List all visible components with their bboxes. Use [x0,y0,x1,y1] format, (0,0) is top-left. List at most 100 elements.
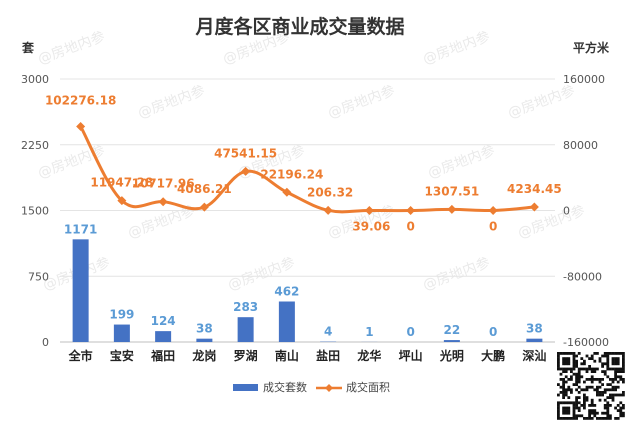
qr-module [619,370,623,373]
qr-module [588,385,591,389]
left-axis-tick-label: 2250 [21,139,49,152]
qr-module [611,378,615,381]
qr-module [575,365,578,368]
qr-module [580,357,584,360]
qr-module [564,406,568,410]
qr-module [614,359,617,363]
qr-module [559,378,563,381]
qr-module [601,378,604,381]
qr-module [616,417,620,420]
line-data-label: 4086.21 [177,182,232,196]
qr-module [603,411,607,415]
qr-module [619,411,623,415]
qr-module [619,367,623,371]
qr-module [616,357,620,360]
qr-module [590,380,594,384]
category-label: 大鹏 [481,348,505,363]
qr-module [562,411,565,415]
qr-module [577,372,581,376]
qr-module [611,367,615,371]
qr-module [572,352,576,355]
qr-module [609,378,612,381]
qr-module [572,417,576,420]
right-axis-ticks: -160000 -80000 0 80000 160000 [563,73,609,349]
qr-module [588,367,591,371]
bar [196,338,213,342]
qr-module [557,406,560,410]
qr-module [609,388,612,392]
line-marker [241,166,251,176]
bar-data-label: 462 [274,284,299,298]
category-label: 全市 [68,348,93,363]
bar [526,338,543,342]
qr-module [577,406,581,410]
qr-module [614,393,617,397]
qr-module [606,367,610,371]
line-marker [158,197,168,207]
qr-module [559,401,563,405]
qr-module [593,370,597,373]
qr-module [606,352,610,355]
qr-module [585,388,589,392]
qr-module [590,357,594,360]
qr-module [570,391,573,394]
line-data-label: 39.06 [352,219,390,233]
qr-module [564,357,568,360]
line-marker [406,206,416,215]
qr-module [572,409,576,412]
qr-module [590,378,594,381]
qr-module [614,372,617,376]
qr-module [614,388,617,392]
qr-module [575,359,578,363]
qr-module [588,411,591,415]
qr-module [559,385,563,389]
qr-module [622,365,625,368]
qr-module [588,378,591,381]
qr-module [588,357,591,360]
qr-module [616,393,620,397]
qr-module [567,352,571,355]
category-label: 深汕 [522,348,546,363]
line-marker [529,202,539,212]
line-data-label: 1307.51 [425,184,480,198]
qr-module [611,396,615,399]
qr-module [559,417,563,420]
qr-module [562,393,565,397]
qr-module [601,383,604,386]
qr-module [562,370,565,373]
qr-module [616,380,620,384]
qr-module [570,370,573,373]
qr-module [577,401,581,405]
right-axis-tick-label: 0 [563,205,570,218]
qr-module [575,398,578,402]
qr-module [593,404,597,407]
qr-module [609,396,612,399]
qr-module [601,393,604,397]
qr-module [562,359,565,363]
line-marker [488,206,498,215]
qr-module [596,367,599,371]
qr-module [577,409,581,412]
qr-module [614,378,617,381]
bar-data-label: 22 [444,323,461,337]
watermark-text: @房地内参 [421,28,493,68]
qr-module [619,406,623,410]
left-axis-tick-label: 3000 [21,73,49,86]
qr-module [588,404,591,407]
qr-module [590,367,594,371]
qr-module [577,391,581,394]
qr-module [562,396,565,399]
qr-module [619,375,623,379]
qr-module [614,352,617,355]
qr-module [622,367,625,371]
qr-module [606,409,610,412]
qr-module [575,388,578,392]
qr-module [557,352,560,355]
qr-module [606,414,610,418]
qr-module [575,354,578,358]
qr-module [616,375,620,379]
qr-module [606,401,610,405]
qr-module [580,414,584,418]
qr-module [567,388,571,392]
